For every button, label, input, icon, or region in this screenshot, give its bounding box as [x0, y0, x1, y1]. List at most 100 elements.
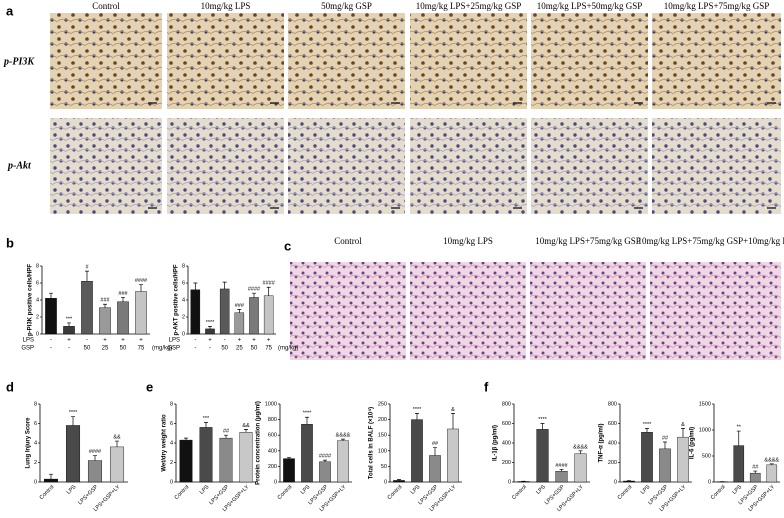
- y-tick-label: 4: [36, 297, 39, 303]
- significance-label: &&: [113, 435, 121, 441]
- bar: [536, 429, 549, 483]
- micrograph: [530, 262, 646, 360]
- error-bar: [121, 297, 125, 302]
- significance-label: ###: [235, 303, 245, 309]
- micrograph-grid: Control 10mg/kg LPS 50mg/kg GSP 10mg/kg LPS…: [50, 1, 781, 214]
- bar: [239, 432, 253, 483]
- y-tick-label: 8: [182, 263, 185, 269]
- error-bar: [139, 284, 143, 292]
- significance-label: &&&&: [336, 433, 351, 439]
- y-tick-label: 600: [268, 433, 277, 439]
- y-tick-label: 100: [378, 448, 387, 454]
- error-bar: [769, 463, 774, 465]
- condition-name: GSP: [21, 346, 34, 352]
- bar: [337, 440, 349, 483]
- y-tick-label: 200: [268, 464, 277, 470]
- y-tick-label: 6: [36, 280, 39, 286]
- column-header: 10mg/kg LPS+50mg/kg GSP: [537, 1, 643, 11]
- y-tick-label: 2: [34, 460, 37, 466]
- y-axis-label: IL-6 (pg/ml): [689, 427, 695, 459]
- y-tick-label: 200: [378, 417, 387, 423]
- significance-label: #: [85, 265, 89, 271]
- condition-value: +: [67, 338, 71, 344]
- condition-name: LPS: [169, 338, 180, 344]
- unit-label: (mg/kg): [278, 346, 298, 352]
- error-bar: [663, 441, 667, 449]
- significance-label: ****: [303, 411, 312, 417]
- y-tick-label: 250: [378, 401, 387, 407]
- y-tick-label: 600: [608, 421, 617, 427]
- error-bar: [184, 437, 188, 441]
- x-tick-label: Control: [174, 484, 191, 501]
- y-tick-label: 500: [702, 453, 711, 459]
- significance-label: ****: [69, 410, 78, 416]
- x-tick-label: LPS: [66, 484, 78, 496]
- column-header: 10mg/kg LPS+75mg/kg GSP: [664, 1, 770, 11]
- y-tick-label: 800: [502, 401, 511, 407]
- x-tick-label: Control: [617, 484, 634, 501]
- error-bar: [415, 413, 419, 420]
- micrograph: [652, 13, 781, 109]
- significance-label: ###: [100, 298, 110, 304]
- significance-label: ***: [203, 416, 210, 422]
- bar: [263, 295, 274, 335]
- error-bar: [224, 434, 228, 439]
- bar: [641, 432, 653, 483]
- error-bar: [287, 457, 291, 459]
- y-tick-label: 0: [614, 479, 617, 485]
- bar: [63, 326, 75, 335]
- significance-label: ##: [223, 429, 230, 435]
- y-tick-label: 4: [182, 297, 185, 303]
- micrograph: [290, 262, 406, 360]
- bar: [677, 436, 689, 483]
- column-header: 10mg/kg LPS: [201, 1, 251, 11]
- error-bar: [266, 286, 271, 296]
- bar: [87, 460, 103, 483]
- error-bar: [341, 438, 345, 441]
- bar: [301, 424, 313, 483]
- significance-label: &: [681, 422, 685, 428]
- condition-value: -: [194, 346, 196, 352]
- y-axis-label: Protein concentration (μg/ml): [255, 401, 261, 485]
- bar: [219, 437, 233, 483]
- significance-label: ****: [206, 320, 215, 326]
- row-label: p-PI3K: [3, 56, 35, 67]
- error-bar: [49, 473, 53, 480]
- error-bar: [433, 447, 437, 456]
- y-tick-label: 6: [34, 421, 37, 427]
- y-tick-label: 6: [170, 421, 173, 427]
- error-bar: [559, 468, 564, 472]
- error-bar: [244, 429, 248, 433]
- y-tick-label: 600: [502, 421, 511, 427]
- significance-label: ##: [662, 435, 669, 441]
- error-bar: [736, 430, 741, 446]
- y-tick-label: 4: [34, 440, 37, 446]
- panel-label: d: [6, 379, 14, 394]
- micrograph-grid: Control 10mg/kg LPS 10mg/kg LPS+75mg/kg GS…: [290, 236, 784, 360]
- x-tick-label: Control: [39, 484, 56, 501]
- y-tick-label: 2: [182, 314, 185, 320]
- condition-value: -: [50, 346, 52, 352]
- y-tick-label: 400: [268, 448, 277, 454]
- y-tick-label: 200: [608, 460, 617, 466]
- condition-value: -: [50, 338, 52, 344]
- condition-value: +: [252, 338, 256, 344]
- bar: [99, 307, 111, 335]
- error-bar: [681, 428, 685, 438]
- y-tick-label: 150: [378, 433, 387, 439]
- significance-label: &&&&: [573, 444, 588, 450]
- y-tick-label: 0: [182, 331, 185, 337]
- error-bar: [305, 416, 309, 425]
- y-tick-label: 400: [502, 440, 511, 446]
- error-bar: [204, 422, 208, 428]
- significance-label: ##: [432, 441, 439, 447]
- panel-label: e: [146, 379, 153, 394]
- column-header: 10mg/kg LPS: [443, 236, 493, 246]
- bar: [65, 425, 81, 483]
- bar: [199, 427, 213, 483]
- y-tick-label: 6: [182, 280, 185, 286]
- condition-value: 50: [84, 346, 91, 352]
- x-tick-label: LPS: [732, 484, 744, 496]
- error-bar: [193, 282, 198, 290]
- bar: [219, 288, 230, 335]
